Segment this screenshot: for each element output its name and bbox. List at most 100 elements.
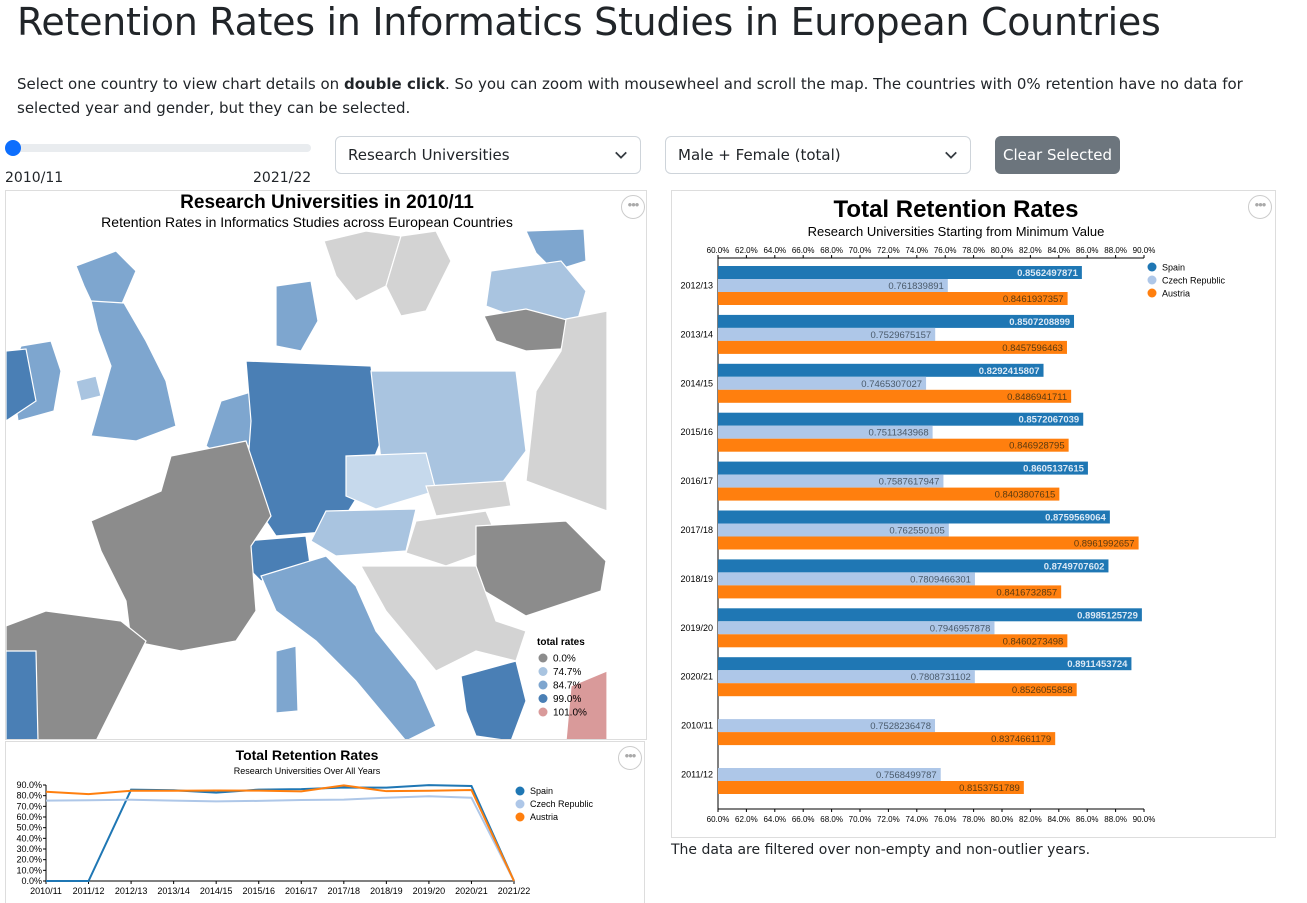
bar: [718, 363, 1044, 377]
y-tick-label: 2010/11: [681, 721, 713, 731]
country-belarus-russia[interactable]: [525, 310, 608, 512]
x-tick-label: 86.0%: [1076, 815, 1099, 824]
country-spain-portugal[interactable]: [6, 610, 147, 740]
bar-value-label: 0.8507208899: [1009, 317, 1070, 328]
bar-value-label: 0.7529675157: [870, 330, 931, 341]
gender-select[interactable]: Male + Female (total): [665, 136, 971, 174]
line-chart-panel: Total Retention Rates Research Universit…: [5, 741, 645, 903]
slider-track[interactable]: [9, 144, 311, 152]
map-panel[interactable]: Research Universities in 2010/11 Retenti…: [5, 190, 647, 740]
ellipsis-icon[interactable]: •••: [1248, 195, 1272, 219]
bar: [718, 781, 1024, 794]
footnote: The data are filtered over non-empty and…: [671, 842, 1091, 858]
bar: [718, 670, 975, 684]
x-tick-label: 2011/12: [73, 886, 105, 896]
x-tick-label: 2013/14: [157, 886, 190, 896]
y-tick-label: 20.0%: [16, 855, 42, 865]
bar: [718, 376, 927, 390]
y-tick-label: 0.0%: [21, 876, 42, 886]
legend-swatch: [515, 812, 525, 822]
map-legend: total rates 0.0% 74.7% 84.7% 99.0% 101.0%: [537, 637, 587, 719]
series-line: [46, 784, 515, 882]
bar: [718, 657, 1132, 671]
country-sardinia[interactable]: [275, 645, 299, 714]
line-chart-title: Total Retention Rates: [236, 747, 379, 763]
country-france[interactable]: [90, 440, 272, 652]
chevron-down-icon: [945, 151, 957, 159]
country-czech-republic[interactable]: [345, 452, 437, 510]
europe-map[interactable]: Research Universities in 2010/11 Retenti…: [6, 191, 647, 740]
bar-value-label: 0.8457596463: [1002, 343, 1063, 354]
y-tick-label: 2019/20: [680, 623, 713, 633]
bar: [718, 683, 1077, 697]
country-northern-island[interactable]: [75, 375, 102, 402]
y-tick-label: 40.0%: [16, 833, 42, 843]
intro-text-start: Select one country to view chart details…: [17, 75, 344, 93]
bar-value-label: 0.8416732857: [996, 587, 1057, 598]
country-italy[interactable]: [260, 555, 437, 740]
legend-swatch: [1147, 262, 1157, 272]
year-slider[interactable]: [5, 138, 311, 158]
country-slovakia[interactable]: [425, 480, 512, 517]
clear-selected-button[interactable]: Clear Selected: [995, 136, 1120, 174]
legend-swatch: [538, 680, 548, 690]
x-tick-label: 78.0%: [962, 246, 985, 255]
country-austria[interactable]: [310, 508, 417, 557]
y-tick-label: 90.0%: [16, 780, 42, 790]
ellipsis-icon[interactable]: •••: [618, 746, 642, 770]
country-denmark[interactable]: [275, 280, 319, 352]
bar-value-label: 0.7946957878: [930, 623, 991, 634]
bar-value-label: 0.7528236478: [870, 721, 931, 732]
y-tick-label: 10.0%: [16, 865, 42, 875]
ellipsis-icon[interactable]: •••: [621, 195, 645, 219]
country-romania[interactable]: [475, 520, 607, 617]
x-tick-label: 60.0%: [707, 815, 730, 824]
x-tick-label: 80.0%: [991, 815, 1014, 824]
bar-chart-panel: Total Retention Rates Research Universit…: [671, 190, 1276, 838]
legend-label: 84.7%: [553, 681, 581, 692]
legend-label: Spain: [530, 786, 553, 796]
bar-value-label: 0.7808731102: [911, 672, 971, 683]
legend-swatch: [538, 707, 548, 717]
bar-value-label: 0.8292415807: [979, 366, 1040, 377]
university-type-select[interactable]: Research Universities: [335, 136, 641, 174]
country-shapes[interactable]: [6, 228, 608, 740]
x-tick-label: 88.0%: [1104, 815, 1127, 824]
x-tick-label: 62.0%: [735, 815, 758, 824]
page-title: Retention Rates in Informatics Studies i…: [17, 0, 1161, 44]
bar-value-label: 0.8461937357: [1003, 294, 1064, 305]
country-sweden[interactable]: [385, 230, 452, 317]
country-turkey[interactable]: [565, 670, 608, 740]
legend-label: Austria: [530, 812, 558, 822]
legend-label: 101.0%: [553, 708, 587, 719]
x-tick-label: 84.0%: [1047, 815, 1070, 824]
x-tick-label: 82.0%: [1019, 246, 1042, 255]
legend-label: Czech Republic: [530, 799, 594, 809]
bar: [718, 572, 975, 586]
slider-thumb[interactable]: [5, 140, 21, 156]
x-tick-label: 2018/19: [370, 886, 403, 896]
x-tick-label: 68.0%: [820, 815, 843, 824]
bar-value-label: 0.7809466301: [910, 574, 971, 585]
y-tick-label: 2017/18: [680, 525, 713, 535]
country-portugal-west[interactable]: [6, 650, 39, 740]
country-great-britain[interactable]: [90, 300, 177, 442]
legend-label: 74.7%: [553, 667, 581, 678]
x-tick-label: 90.0%: [1133, 815, 1156, 824]
bar: [718, 510, 1110, 524]
bar-chart-subtitle: Research Universities Starting from Mini…: [808, 224, 1105, 239]
x-tick-label: 2010/11: [30, 886, 62, 896]
bar: [718, 292, 1068, 305]
x-tick-label: 80.0%: [991, 246, 1014, 255]
country-iceland-west[interactable]: [6, 348, 37, 422]
x-tick-label: 2012/13: [115, 886, 148, 896]
country-greece[interactable]: [460, 660, 527, 740]
country-scotland[interactable]: [75, 250, 137, 307]
bar-value-label: 0.8403807615: [995, 490, 1056, 501]
map-subtitle: Retention Rates in Informatics Studies a…: [101, 214, 513, 230]
country-balkans[interactable]: [359, 565, 527, 672]
bar: [718, 523, 949, 537]
bar-value-label: 0.8911453724: [1067, 659, 1128, 670]
country-finland[interactable]: [525, 228, 587, 272]
bar: [718, 608, 1142, 622]
